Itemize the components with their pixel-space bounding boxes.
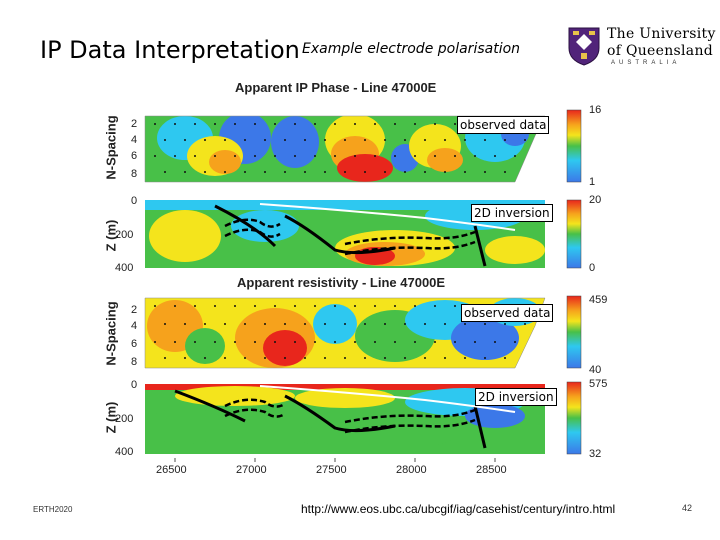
nspacing-tick: 6 bbox=[131, 150, 138, 162]
colorbar-phase-inversion bbox=[566, 199, 582, 269]
ip-figure: Apparent IP Phase - Line 47000E Apparent… bbox=[95, 76, 635, 476]
resistivity-inversion-panel bbox=[145, 384, 545, 454]
source-url[interactable]: http://www.eos.ubc.ca/ubcgif/iag/casehis… bbox=[301, 502, 616, 516]
logo-line-3: AUSTRALIA bbox=[611, 60, 681, 66]
colorbar-max-label: 20 bbox=[589, 194, 602, 206]
colorbar-phase-observed bbox=[566, 109, 582, 183]
colorbar-max-label: 575 bbox=[589, 378, 608, 390]
university-logo: The University of Queensland AUSTRALIA bbox=[567, 24, 715, 70]
axis-ticks bbox=[174, 458, 496, 462]
logo-line-2: of Queensland bbox=[607, 43, 714, 59]
nspacing-tick: 8 bbox=[131, 356, 138, 368]
x-tick: 27500 bbox=[316, 464, 347, 476]
phase-panel-title: Apparent IP Phase - Line 47000E bbox=[235, 80, 437, 95]
slide-title: IP Data Interpretation bbox=[40, 36, 300, 64]
depth-tick: 400 bbox=[115, 446, 134, 458]
nspacing-label-2: N-Spacing bbox=[103, 301, 119, 366]
nspacing-tick: 8 bbox=[131, 168, 138, 180]
depth-tick: 200 bbox=[115, 229, 134, 241]
callout-observed-data: observed data bbox=[461, 304, 554, 322]
colorbars bbox=[566, 109, 582, 455]
resistivity-panel-title: Apparent resistivity - Line 47000E bbox=[237, 275, 446, 290]
nspacing-tick: 4 bbox=[131, 134, 138, 146]
colorbar-min-label: 40 bbox=[589, 364, 602, 376]
colorbar-resistivity-observed bbox=[566, 295, 582, 369]
course-code: ERTH2020 bbox=[33, 505, 73, 514]
page-number: 42 bbox=[682, 503, 693, 513]
depth-tick: 0 bbox=[131, 379, 138, 391]
nspacing-tick: 6 bbox=[131, 338, 138, 350]
depth-tick: 0 bbox=[131, 195, 138, 207]
colorbar-min-label: 32 bbox=[589, 448, 602, 460]
x-tick: 27000 bbox=[236, 464, 267, 476]
colorbar-max-label: 459 bbox=[589, 294, 608, 306]
colorbar-min-label: 0 bbox=[589, 262, 596, 274]
figure-graphic bbox=[144, 109, 582, 462]
phase-observed-dots bbox=[154, 123, 536, 173]
nspacing-tick: 2 bbox=[131, 304, 138, 316]
colorbar-max-label: 16 bbox=[589, 104, 602, 116]
depth-tick: 200 bbox=[115, 413, 134, 425]
slide-subtitle: Example electrode polarisation bbox=[302, 41, 521, 57]
x-tick: 28000 bbox=[396, 464, 427, 476]
depth-tick: 400 bbox=[115, 262, 134, 274]
x-tick: 28500 bbox=[476, 464, 507, 476]
callout-2d-inversion: 2D inversion bbox=[471, 204, 553, 222]
nspacing-label-1: N-Spacing bbox=[103, 115, 119, 180]
callout-observed-data: observed data bbox=[457, 116, 550, 134]
logo-line-1: The University bbox=[607, 26, 716, 42]
x-tick: 26500 bbox=[156, 464, 187, 476]
callout-2d-inversion: 2D inversion bbox=[475, 388, 557, 406]
nspacing-tick: 4 bbox=[131, 320, 138, 332]
colorbar-min-label: 1 bbox=[589, 176, 596, 188]
uq-crest-icon bbox=[568, 27, 600, 66]
colorbar-resistivity-inversion bbox=[566, 381, 582, 455]
nspacing-tick: 2 bbox=[131, 118, 138, 130]
